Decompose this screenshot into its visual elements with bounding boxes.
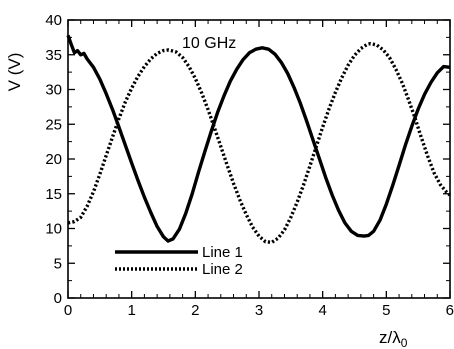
legend-label-line-2: Line 2 [202,261,243,278]
x-tick-label: 1 [127,302,135,319]
series-line-2 [67,41,452,245]
legend-label-line-1: Line 1 [202,244,243,261]
ticks-layer: 0 5 10 15 20 25 30 35 40 0 1 2 3 4 5 6 [45,12,454,319]
legend: Line 1 Line 2 [115,244,243,278]
x-tick-label: 6 [446,302,454,319]
y-tick-label: 35 [45,47,62,64]
plot-frame [67,19,451,299]
frequency-annotation: 10 GHz [182,35,236,52]
y-tick-label: 5 [54,255,62,272]
x-tick-label: 5 [382,302,390,319]
x-tick-label: 3 [255,302,263,319]
y-tick-label: 25 [45,116,62,133]
y-axis-title: V (V) [5,53,24,92]
y-tick-label: 30 [45,82,62,99]
x-tick-label: 0 [64,302,72,319]
series-layer [66,34,452,245]
x-tick-label: 2 [191,302,199,319]
y-tick-label: 0 [54,290,62,307]
x-tick-label: 4 [318,302,326,319]
x-axis-title: z/λ0 [379,328,408,349]
series-line-1 [66,34,451,243]
y-tick-label: 20 [45,151,62,168]
y-tick-label: 40 [45,12,62,29]
y-tick-label: 15 [45,186,62,203]
y-tick-label: 10 [45,221,62,238]
